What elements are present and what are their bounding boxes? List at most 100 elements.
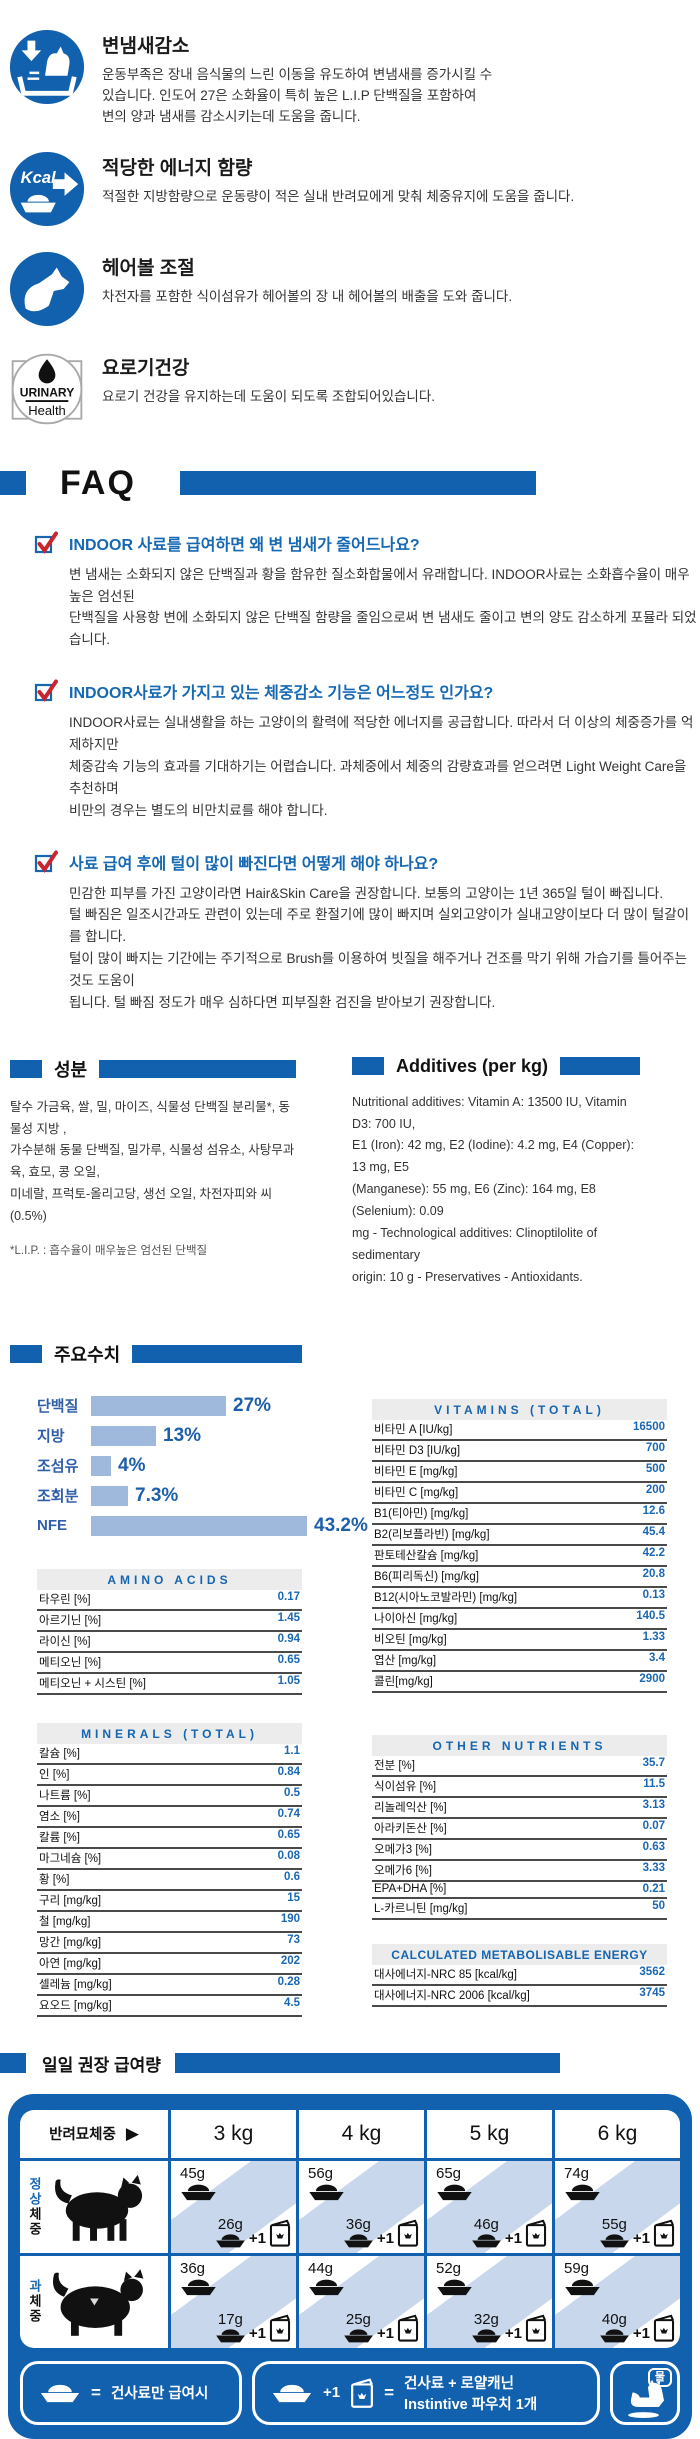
table-title: OTHER NUTRIENTS [372,1734,667,1756]
dry-ration: 44g [308,2260,345,2296]
check-icon [34,679,58,703]
table-row: B12(시아노코발라민) [mg/kg] 0.13 [372,1588,667,1609]
dry-ration: 52g [436,2260,473,2296]
plus-one-label: +1 [323,2383,341,2401]
ingredients-column: 성분 탈수 가금육, 쌀, 밀, 마이즈, 식물성 단백질 분리물*, 동물성 … [10,1056,296,1289]
table-row: 칼슘 [%] 1.1 [37,1744,302,1765]
table-row: 콜린[mg/kg] 2900 [372,1672,667,1693]
additives-header: Additives (per kg) [352,1056,640,1077]
bowl-icon [308,2278,345,2296]
chart-bar [91,1515,307,1536]
mixed-amount: 25g [345,2310,371,2328]
row-value: 140.5 [636,1610,665,1623]
dry-ration: 45g [180,2165,217,2201]
feeding-guide-title: 일일 권장 급여량 [42,2055,161,2075]
row-value: 0.21 [642,1883,665,1896]
mixed-amount: 32g [473,2310,499,2328]
bowl-icon [471,2328,502,2343]
mixed-amount: 55g [601,2215,627,2233]
header-accent-bar [132,1344,302,1363]
ingredients-header: 성분 [10,1056,296,1082]
table-body: 전분 [%] 35.7 식이섬유 [%] 11.5 리놀레익산 [%] 3.13 아라키돈산… [372,1756,667,1920]
table-row: 철 [mg/kg] 190 [37,1912,302,1933]
feeding-cell: 36g 17g +1 [171,2255,296,2348]
plus-one-label: +1 [632,2229,650,2247]
dry-amount: 59g [564,2259,590,2277]
table-row: 라이신 [%] 0.94 [37,1632,302,1653]
row-value: 0.74 [277,1808,300,1821]
row-label: B1(티아민) [mg/kg] [374,1508,469,1521]
row-value: 42.2 [642,1547,665,1560]
chart-bar [91,1395,226,1416]
weight-column-header: 3 kg [171,2109,296,2158]
metabolisable-energy-table: CALCULATED METABOLISABLE ENERGY 대사에너지-NR… [372,1943,667,2007]
feeding-cell: 59g 40g +1 [555,2255,680,2348]
feeding-table-container: 반려묘체중 ▶ 3 kg 4 kg 5 kg 6 kg 정상체중 45g 26g… [8,2093,692,2439]
row-label: 염소 [%] [39,1811,80,1824]
weight-header-label: 반려묘체중 [49,2127,116,2144]
row-value: 20.8 [642,1568,665,1581]
table-row: 염소 [%] 0.74 [37,1807,302,1828]
bowl-icon [599,2233,630,2248]
bowl-icon [180,2278,217,2296]
table-title: MINERALS (TOTAL) [37,1722,302,1744]
dry-amount: 74g [564,2164,590,2182]
feeding-cell: 44g 25g +1 [299,2255,424,2348]
minerals-table: MINERALS (TOTAL) 칼슘 [%] 1.1 인 [%] 0.84 나트륨 [… [37,1722,302,2017]
row-value: 190 [280,1913,300,1926]
table-title: VITAMINS (TOTAL) [372,1398,667,1420]
table-row: 판토테산칼슘 [mg/kg] 42.2 [372,1546,667,1567]
table-title: CALCULATED METABOLISABLE ENERGY [372,1943,667,1965]
table-row: 요오드 [mg/kg] 4.5 [37,1996,302,2017]
row-value: 202 [280,1955,300,1968]
faq-header: FAQ [0,464,700,503]
bowl-icon [271,2383,313,2403]
weight-column-header: 5 kg [427,2109,552,2158]
table-row: 비타민 D3 [IU/kg] 700 [372,1441,667,1462]
faq-question: 사료 급여 후에 털이 많이 빠진다면 어떻게 해야 하나요? [34,850,700,874]
faq-question-text: INDOOR 사료를 급여하면 왜 변 냄새가 줄어드나요? [69,536,420,554]
mixed-ration: 46g +1 [471,2216,547,2248]
row-label: 판토테산칼슘 [mg/kg] [374,1550,479,1563]
plus-one-label: +1 [248,2229,266,2247]
table-row: 마그네슘 [%] 0.08 [37,1849,302,1870]
key-figures-header: 주요수치 [10,1341,302,1367]
chart-bar [91,1455,111,1476]
table-row: 비타민 C [mg/kg] 200 [372,1483,667,1504]
faq-item: INDOOR사료가 가지고 있는 체중감소 기능은 어느정도 인가요? INDO… [34,679,700,821]
mixed-amount: 40g [601,2310,627,2328]
row-value: 12.6 [642,1505,665,1518]
header-accent-bar [174,2053,560,2074]
row-value: 15 [287,1892,300,1905]
legend-mixed-label: 건사료 + 로얄캐닌 Instintive 파우치 1개 [404,2375,538,2413]
row-value: 0.07 [642,1820,665,1833]
pouch-icon [653,2313,675,2343]
row-value: 0.84 [277,1766,300,1779]
row-label: 오메가3 [%] [374,1844,432,1857]
row-value: 4.5 [284,1997,300,2010]
row-value: 0.17 [277,1591,300,1604]
feature-title: 변냄새감소 [102,36,190,57]
mixed-ration: 40g +1 [599,2311,675,2343]
feature-title: 헤어볼 조절 [102,257,195,279]
legend-dry-only-label: 건사료만 급여시 [110,2386,209,2403]
table-row: L-카르니틴 [mg/kg] 50 [372,1899,667,1920]
dry-amount: 36g [180,2259,206,2277]
feature-text: 변냄새감소 운동부족은 장내 음식물의 느린 이동을 유도하여 변냄새를 증가시… [102,28,492,128]
feature-desc: 차전자를 포함한 식이섬유가 헤어볼의 장 내 헤어볼의 배출을 도와 줍니다. [102,288,513,304]
row-label: 오메가6 [%] [374,1865,432,1878]
chart-category-label: NFE [37,1517,67,1535]
row-value: 3.33 [642,1862,665,1875]
faq-item: INDOOR 사료를 급여하면 왜 변 냄새가 줄어드나요? 변 냄새는 소화되… [34,531,700,651]
dry-amount: 45g [180,2164,206,2182]
row-value: 45.4 [642,1526,665,1539]
row-label: 전분 [%] [374,1760,415,1773]
vitamins-table: VITAMINS (TOTAL) 비타민 A [IU/kg] 16500 비타민 D… [372,1398,667,1693]
pouch-icon [525,2313,547,2343]
row-label: 비오틴 [mg/kg] [374,1634,447,1647]
water-label: 물 [647,2367,672,2387]
faq-answer: 민감한 피부를 가진 고양이라면 Hair&Skin Care을 권장합니다. … [69,885,690,1010]
table-body: 비타민 A [IU/kg] 16500 비타민 D3 [IU/kg] 700 비타민 E… [372,1420,667,1693]
feature-hairball: 헤어볼 조절 차전자를 포함한 식이섬유가 헤어볼의 장 내 헤어볼의 배출을 … [0,250,700,328]
pouch-icon [397,2313,419,2343]
